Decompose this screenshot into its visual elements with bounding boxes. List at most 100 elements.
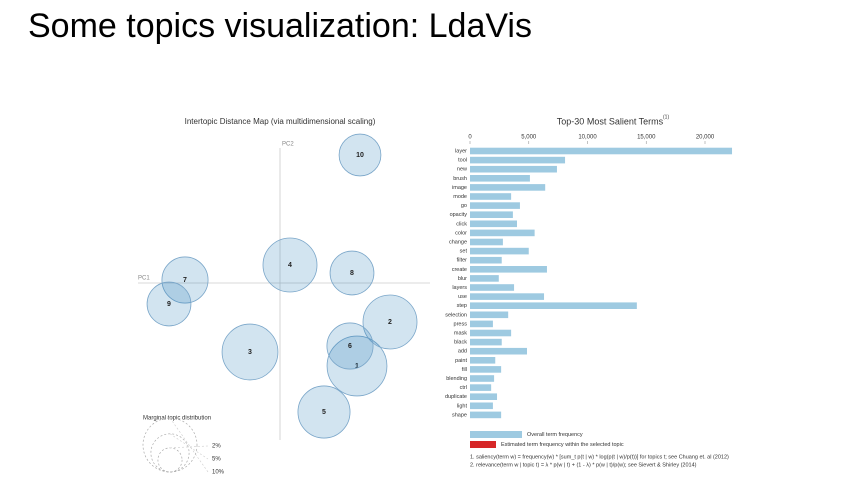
topic-label: 8: [350, 270, 354, 277]
term-label: image: [452, 185, 467, 191]
bar: [470, 402, 493, 410]
term-label: create: [452, 267, 467, 273]
size-legend-label: 2%: [212, 444, 221, 450]
term-label: tool: [458, 158, 467, 164]
bar: [470, 375, 495, 382]
term-label: opacity: [450, 212, 468, 218]
bar: [470, 293, 545, 300]
topic-label: 5: [322, 409, 326, 416]
size-legend-label: 10%: [212, 470, 225, 476]
topic-bubble: [146, 281, 192, 327]
term-label: light: [457, 403, 468, 409]
x-axis-label: PC1: [138, 276, 150, 282]
size-legend-leader: [169, 445, 209, 449]
bar: [470, 347, 527, 355]
term-label: add: [458, 349, 467, 355]
term-label: click: [456, 221, 467, 227]
bar: [470, 366, 502, 373]
topic-label: 2: [388, 319, 392, 326]
term-label: go: [461, 203, 467, 209]
legend-swatch: [470, 441, 496, 448]
x-tick-label: 15,000: [637, 135, 656, 141]
bar: [470, 357, 496, 364]
topic-label: 3: [248, 349, 252, 356]
topic-label: 10: [356, 152, 364, 159]
topic-bubble: [326, 335, 388, 397]
bar: [470, 329, 512, 337]
bar: [470, 238, 503, 246]
bar: [470, 184, 546, 191]
bar: [470, 211, 513, 218]
y-axis-label: PC2: [282, 142, 294, 148]
size-legend-leader: [169, 417, 209, 473]
footnote: 1. saliency(term w) = frequency(w) * [su…: [470, 454, 729, 460]
term-label: blur: [458, 276, 467, 282]
term-label: brush: [453, 176, 467, 182]
topic-label: 9: [167, 301, 171, 308]
term-label: set: [460, 249, 468, 255]
legend-label: Estimated term frequency within the sele…: [501, 442, 624, 448]
bar: [470, 384, 492, 391]
topic-bubble: [338, 133, 382, 177]
bar: [470, 202, 520, 209]
x-tick-label: 5,000: [521, 135, 537, 141]
term-label: use: [458, 294, 467, 300]
term-label: duplicate: [445, 394, 467, 400]
bar: [470, 229, 535, 237]
term-label: change: [449, 239, 467, 245]
term-label: new: [457, 167, 467, 173]
footnote: 2. relevance(term w | topic t) = λ * p(w…: [470, 462, 697, 468]
term-label: press: [454, 321, 468, 327]
chart-title: Top-30 Most Salient Terms: [557, 116, 664, 126]
legend-label: Overall term frequency: [527, 432, 583, 438]
size-legend-leader: [169, 433, 209, 460]
x-tick-label: 0: [468, 135, 472, 141]
bar: [470, 247, 529, 255]
topic-bubble: [362, 294, 418, 350]
term-label: layer: [455, 148, 467, 154]
bar: [470, 156, 566, 164]
term-label: step: [457, 303, 467, 309]
topic-label: 6: [348, 343, 352, 350]
title-note: (1): [663, 114, 669, 120]
bar: [470, 338, 502, 346]
term-label: paint: [455, 358, 467, 364]
topic-label: 4: [288, 262, 292, 269]
term-label: color: [455, 230, 467, 236]
bar: [470, 311, 509, 319]
size-legend-circle: [142, 417, 198, 473]
topic-bubble: [297, 385, 351, 439]
term-label: mask: [454, 330, 467, 336]
bar: [470, 193, 512, 200]
topic-bubble: [262, 237, 318, 293]
size-legend-circle: [157, 447, 183, 473]
x-tick-label: 10,000: [578, 135, 597, 141]
legend-swatch: [470, 431, 522, 438]
topic-label: 7: [183, 277, 187, 284]
topic-bubble: [329, 250, 375, 296]
chart-title: Intertopic Distance Map (via multidimens…: [185, 117, 376, 126]
term-label: mode: [453, 194, 467, 200]
bar: [470, 175, 530, 182]
term-label: shape: [452, 412, 467, 418]
term-label: filter: [457, 258, 468, 264]
topic-label: 1: [355, 363, 359, 370]
topic-bubble: [326, 322, 374, 370]
bar: [470, 220, 517, 228]
term-label: selection: [445, 312, 467, 318]
size-legend-circle: [150, 433, 190, 473]
bar: [470, 411, 502, 419]
term-label: black: [454, 340, 467, 346]
bar: [470, 302, 637, 309]
slide-title: Some topics visualization: LdaVis: [28, 7, 532, 45]
bar: [470, 256, 502, 264]
size-legend-label: 5%: [212, 457, 221, 463]
bar: [470, 165, 557, 173]
term-label: layers: [452, 285, 467, 291]
bar: [470, 275, 499, 282]
topic-bubble: [161, 256, 209, 304]
bar: [470, 266, 547, 273]
bar: [470, 393, 498, 400]
